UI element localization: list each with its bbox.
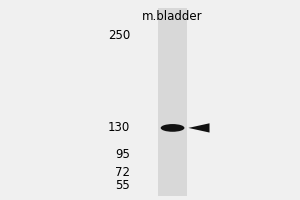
- Text: 95: 95: [116, 148, 130, 161]
- Polygon shape: [188, 123, 209, 133]
- Text: 250: 250: [108, 29, 130, 42]
- Text: m.bladder: m.bladder: [142, 10, 203, 23]
- Bar: [158, 8, 187, 196]
- Text: 72: 72: [115, 166, 130, 179]
- Ellipse shape: [161, 124, 184, 132]
- Text: 55: 55: [116, 179, 130, 192]
- Text: 130: 130: [108, 121, 130, 134]
